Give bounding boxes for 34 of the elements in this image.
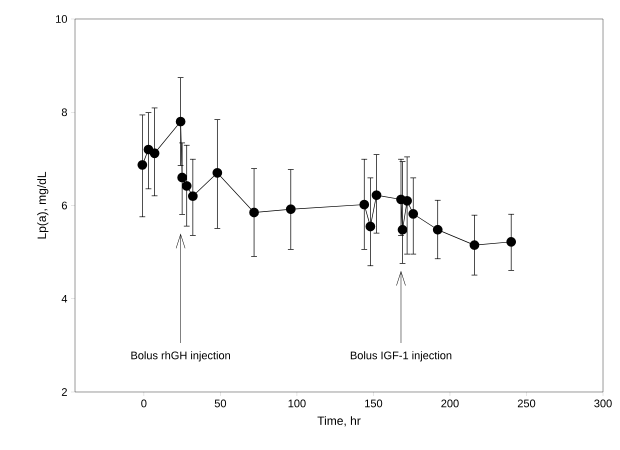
point <box>398 224 408 235</box>
point <box>176 116 186 126</box>
ref-line-label: Bolus IGF-1 injection <box>350 351 452 362</box>
x-tick-label: 0 <box>141 400 146 408</box>
x-tick-label: 50 <box>214 400 226 408</box>
y-tick-label: 4 <box>62 294 68 303</box>
point <box>372 190 382 200</box>
y-tick-label: 8 <box>62 108 67 116</box>
point <box>506 237 516 247</box>
point <box>432 224 443 235</box>
x-tick-label: 150 <box>365 400 382 408</box>
y-axis-title: Lp(a), mg/dL <box>37 172 48 239</box>
y-tick-label: 2 <box>62 388 67 396</box>
point <box>188 191 198 202</box>
ref-line-label: Bolus rhGH injection <box>131 351 230 362</box>
y-tick-label: 6 <box>62 202 67 210</box>
point <box>470 240 480 250</box>
point <box>286 204 296 214</box>
point <box>408 209 418 219</box>
x-tick-label: 300 <box>594 400 612 408</box>
x-tick-label: 100 <box>288 400 306 408</box>
point <box>177 172 187 182</box>
point <box>182 181 192 191</box>
point <box>137 160 148 170</box>
point <box>150 148 160 158</box>
point <box>212 168 222 178</box>
point <box>249 208 259 218</box>
x-tick-label: 200 <box>441 400 459 408</box>
x-tick-label: 250 <box>518 400 536 408</box>
x-axis-title: Time, hr <box>317 416 361 426</box>
point <box>359 200 370 210</box>
y-tick-label: 10 <box>56 15 68 23</box>
point <box>402 196 412 206</box>
point <box>366 222 376 232</box>
